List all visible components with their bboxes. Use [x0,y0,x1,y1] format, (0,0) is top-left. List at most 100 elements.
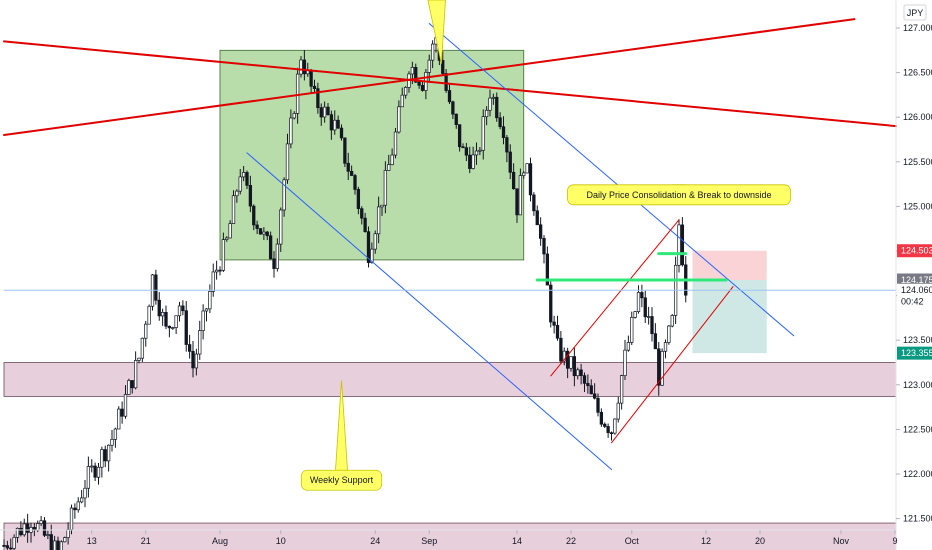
weekly-support-lower-zone[interactable] [3,522,897,550]
candle-body [333,119,337,131]
candle-body [643,297,647,318]
weekly-support-callout[interactable]: Weekly Support [300,380,383,491]
take-profit-zone-zone[interactable] [692,279,767,354]
currency-label: JPY [907,8,924,18]
candle-body [498,117,502,128]
candle-body [117,408,121,430]
currency-badge[interactable] [903,4,927,21]
candle-body [535,210,539,226]
candle-body [559,337,563,362]
candle-body [336,119,340,129]
price-tick-label: 122.000 [903,469,932,479]
candle-body [93,465,97,478]
price-tag [897,283,932,297]
candle-body [140,337,145,359]
candle-body [157,299,161,317]
candle-body [25,523,30,533]
candle-body [329,114,334,131]
candle-body [285,143,290,181]
weekly-support-upper-zone[interactable] [3,362,897,397]
stop-loss-zone-zone[interactable] [692,250,767,280]
candle-body [147,305,151,325]
price-tag-label: 124.060 [901,285,932,295]
candle-body [613,418,617,434]
candle-body [522,172,526,176]
candle-body [393,131,398,156]
weekly-support-callout-text: Weekly Support [310,475,374,485]
candle-body [275,243,280,269]
candle-body [5,545,10,549]
candle-body [56,540,60,550]
candle-body [100,449,104,468]
candle-body [441,60,445,74]
candle-body [204,308,209,312]
candle-body [228,223,232,239]
consolidation-callout-bubble [567,184,791,206]
candle-body [218,269,222,272]
candle-body [154,274,158,301]
price-tag [897,346,932,360]
candle-body [12,537,16,549]
candle-body [171,327,175,329]
candle-body [187,344,192,352]
candle-body [363,217,367,233]
red-ascending-trendline[interactable] [3,18,856,137]
candle-body [596,397,600,413]
price-tick-label: 127.000 [903,23,932,33]
candle-body [383,170,388,206]
candle-body [518,175,523,216]
consolidation-callout-text: Daily Price Consolidation & Break to dow… [586,190,771,200]
candle-body [319,107,323,118]
red-channel-lower[interactable] [611,286,734,444]
time-axis[interactable]: 13 21 Aug 10 24 Sep 14 22 Oct 12 20 Nov 9 [0,529,898,546]
candle-body [198,330,202,355]
red-channel-upper[interactable] [550,219,680,377]
candle-body [235,190,239,197]
candle-body [457,124,462,148]
candle-body [528,163,533,196]
candle-body [309,69,313,87]
candle-body [194,353,199,369]
candle-body [106,444,111,462]
candle-body [532,194,536,212]
red-descending-trendline[interactable] [3,40,897,128]
consolidation-callout[interactable]: Daily Price Consolidation & Break to dow… [567,184,791,206]
candle-body [545,253,550,286]
candle-body [565,350,570,369]
candle-body [549,284,553,323]
price-tick-label: 126.500 [903,68,932,78]
blue-channel-lower[interactable] [246,152,612,471]
candle-body [120,408,124,417]
candle-body [123,394,128,417]
candle-body [9,547,13,550]
candle-body [225,237,229,240]
candle-body [83,487,87,499]
candle-body [137,357,141,361]
candle-body [555,324,560,339]
candle-body [46,534,50,536]
candle-body [373,233,377,250]
candle-body [633,311,637,318]
candle-body [238,176,242,192]
candle-body [640,292,644,299]
candle-body [221,239,226,271]
consolidation-range-zone[interactable] [219,49,525,261]
candle-body [430,43,435,61]
candle-body [400,94,404,108]
candle-body [279,209,283,245]
candle-body [403,87,408,96]
candle-body [339,127,344,139]
candle-body [508,151,512,173]
candle-body [505,137,509,153]
candle-body [451,101,455,115]
time-tick-label: Oct [625,536,640,546]
candle-body [552,321,556,326]
blue-channel-upper[interactable] [428,23,795,337]
candle-body [427,59,431,73]
candle-body [525,163,529,174]
candle-body [471,154,475,169]
candle-body [66,529,70,538]
